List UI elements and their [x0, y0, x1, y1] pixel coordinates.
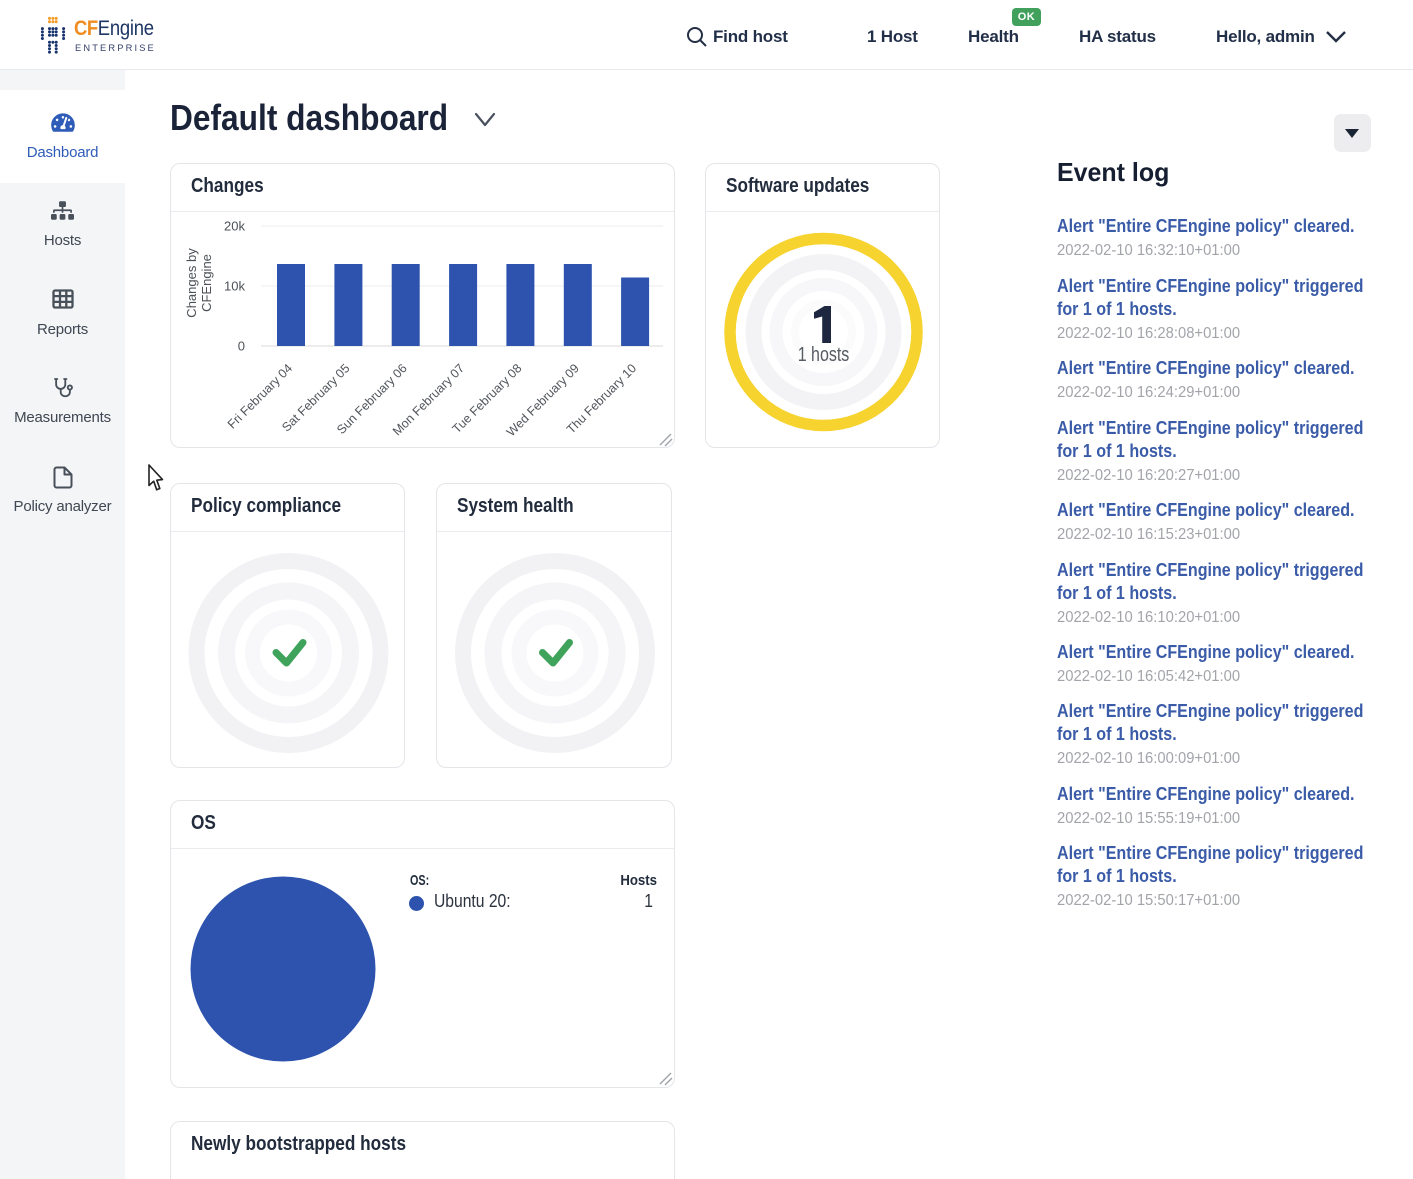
svg-text:0: 0 — [238, 339, 245, 354]
svg-text:Changes by: Changes by — [184, 248, 199, 318]
svg-text:CFEngine: CFEngine — [199, 254, 214, 312]
svg-text:20k: 20k — [224, 219, 245, 234]
svg-text:10k: 10k — [224, 279, 245, 294]
